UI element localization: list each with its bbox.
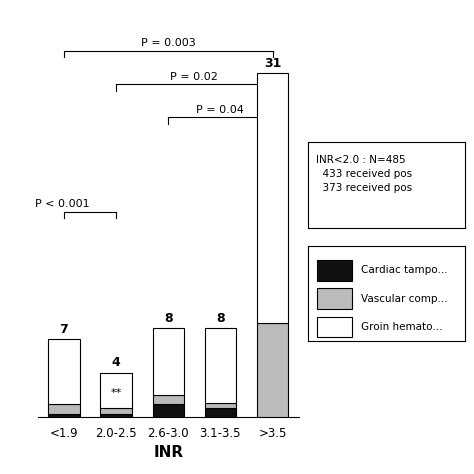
Text: **: ** xyxy=(110,388,122,398)
Text: INR<2.0 : N=485
  433 received pos
  373 received pos: INR<2.0 : N=485 433 received pos 373 rec… xyxy=(316,155,412,193)
Bar xyxy=(205,408,236,417)
FancyBboxPatch shape xyxy=(318,288,352,309)
Bar xyxy=(48,404,80,414)
X-axis label: INR: INR xyxy=(153,446,183,460)
Bar xyxy=(153,404,184,417)
Text: P < 0.001: P < 0.001 xyxy=(35,200,90,210)
Bar xyxy=(205,328,236,403)
Bar xyxy=(100,408,132,414)
Text: 4: 4 xyxy=(112,356,120,369)
Text: Vascular comp...: Vascular comp... xyxy=(361,293,448,304)
Text: P = 0.04: P = 0.04 xyxy=(196,105,245,115)
Bar xyxy=(205,403,236,408)
Text: P = 0.003: P = 0.003 xyxy=(141,38,196,48)
Text: 8: 8 xyxy=(164,312,173,325)
Bar xyxy=(153,395,184,404)
Text: P = 0.02: P = 0.02 xyxy=(170,72,219,82)
Text: 7: 7 xyxy=(60,323,68,336)
Bar xyxy=(48,339,80,404)
Bar xyxy=(153,328,184,395)
FancyBboxPatch shape xyxy=(318,317,352,337)
Text: 8: 8 xyxy=(216,312,225,325)
Text: Cardiac tampo...: Cardiac tampo... xyxy=(361,265,448,275)
Bar xyxy=(48,414,80,417)
Bar xyxy=(257,73,288,323)
Bar xyxy=(257,323,288,417)
Text: 31: 31 xyxy=(264,56,281,70)
Bar xyxy=(100,373,132,408)
Bar xyxy=(100,414,132,417)
Text: Groin hemato...: Groin hemato... xyxy=(361,322,443,332)
FancyBboxPatch shape xyxy=(318,260,352,281)
